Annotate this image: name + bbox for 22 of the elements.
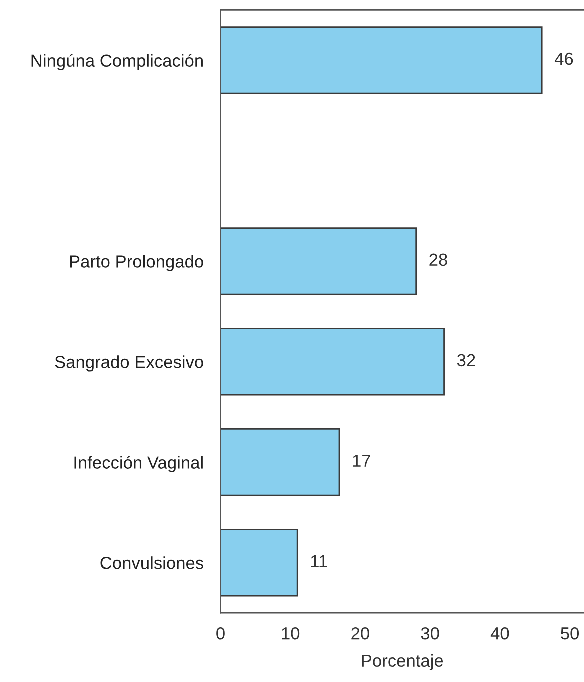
x-tick-label: 10 [282,627,300,640]
bar [220,228,418,296]
x-tick-label: 50 [561,627,580,640]
x-tick-label: 0 [216,627,225,640]
bar [220,529,298,597]
bar [220,428,340,496]
x-axis-title: Porcentaje [362,654,444,670]
data-label: 17 [353,454,370,467]
y-tick-label: Parto Prolongado [70,255,204,272]
x-tick-label: 40 [490,627,510,640]
y-tick-label: Sangrado Excesivo [55,356,204,372]
data-label: 46 [554,52,574,66]
x-tick-label: 20 [352,627,370,640]
y-tick-label: Ningúna Complicación [32,54,203,70]
bar [220,26,543,94]
data-label: 11 [311,555,328,568]
bar [220,328,445,396]
x-tick-label: 30 [421,627,440,640]
y-tick-label: Infección Vaginal [74,456,203,472]
data-label: 28 [430,254,448,266]
y-tick-label: Convulsiones [100,556,204,570]
data-label: 32 [457,354,476,367]
